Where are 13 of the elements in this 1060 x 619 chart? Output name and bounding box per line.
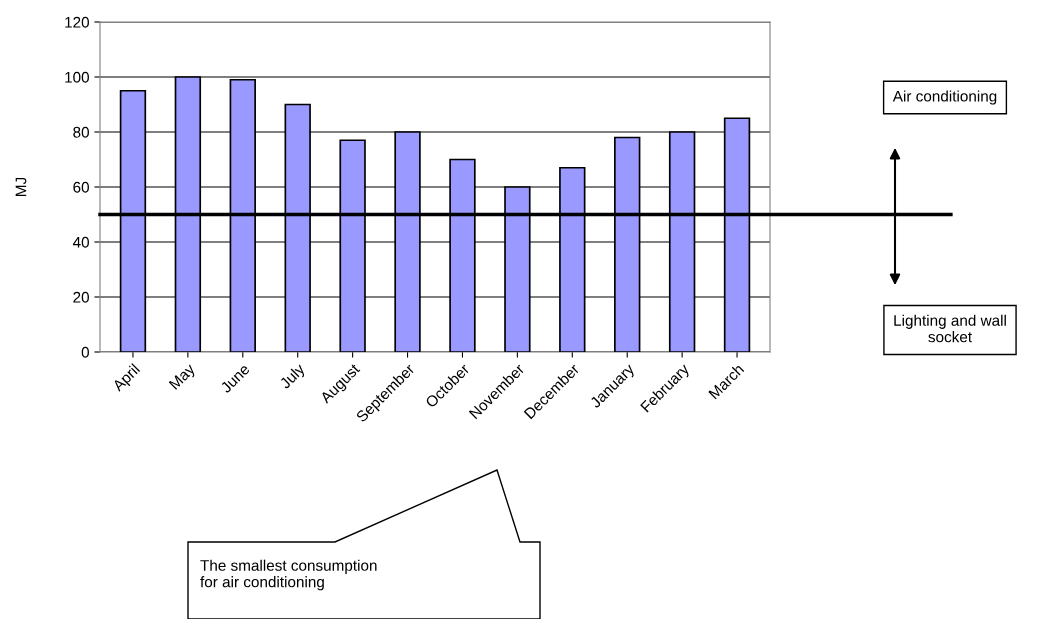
y-tick-label: 40 <box>72 236 89 248</box>
y-tick-label: 20 <box>73 291 89 303</box>
text: The smallest consumption for air conditioning <box>200 559 377 591</box>
text: Air conditioning <box>892 90 997 105</box>
y-tick-label: 60 <box>73 181 89 193</box>
y-tick-label: 100 <box>65 71 89 83</box>
y-tick-label: 120 <box>65 16 89 28</box>
text: Lighting and wall socket <box>894 314 1006 343</box>
y-tick-label: 0 <box>81 346 89 358</box>
y-axis-title: MJ <box>15 177 27 196</box>
y-tick-label: 80 <box>73 126 89 138</box>
x-tick-label: July <box>278 362 308 392</box>
x-tick-label: May <box>168 362 198 393</box>
